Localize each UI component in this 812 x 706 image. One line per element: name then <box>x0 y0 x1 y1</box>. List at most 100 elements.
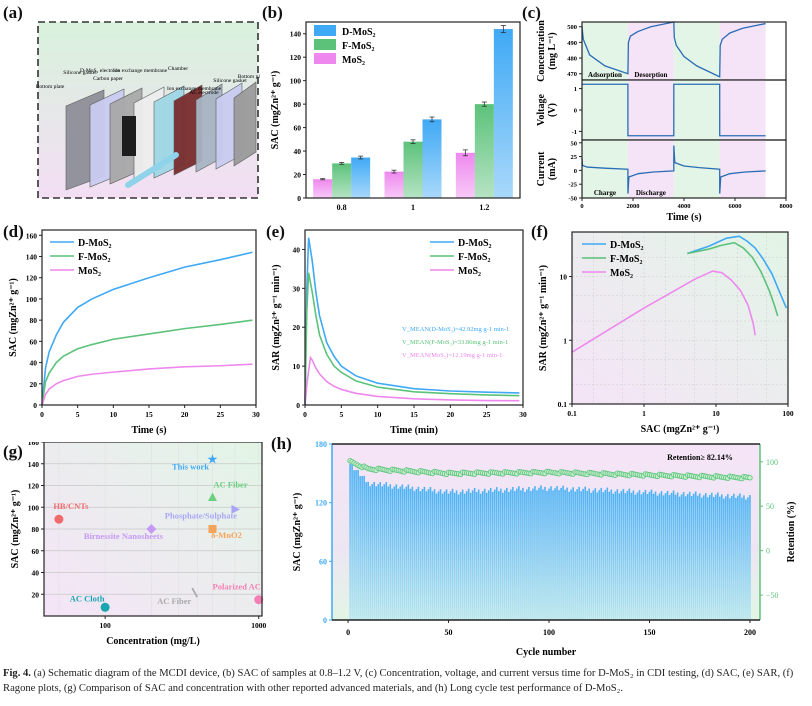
cycle-bar <box>737 495 739 620</box>
point-label: AC Fiber <box>157 596 191 606</box>
cycle-bar <box>723 498 725 620</box>
y2-axis-label: Retention (%) <box>786 502 797 563</box>
cycle-bar <box>381 486 384 620</box>
cycle-bar <box>485 492 488 620</box>
plot-frame <box>41 229 257 406</box>
cycle-bar <box>640 494 643 620</box>
y-tick-label: 20 <box>294 171 302 180</box>
y-tick-label: 160 <box>26 231 38 240</box>
cycle-bar <box>612 493 615 620</box>
legend-label-D-MoS2: D-MoS₂ <box>610 240 644 251</box>
cycle-bar <box>397 488 400 620</box>
cycle-bar <box>590 492 593 620</box>
cycle-bar <box>443 491 446 620</box>
component-label: D-MoS₂ electrode <box>80 68 121 74</box>
cycle-bar <box>536 490 538 620</box>
y-axis-label: SAC (mgZn²⁺ g⁻¹) <box>8 278 19 357</box>
panel-label-g: (g) <box>3 442 23 461</box>
cycle-bar <box>596 492 599 620</box>
cycle-bar <box>600 487 603 620</box>
y-tick-label: 10 <box>560 273 568 282</box>
cycle-bar <box>550 486 552 620</box>
cycle-bar <box>349 464 351 620</box>
cycle-bar <box>516 488 518 620</box>
cycle-bar <box>588 488 591 620</box>
y-tick-label: 25 <box>571 154 578 161</box>
cycle-bar <box>457 494 460 620</box>
cycle-bar <box>532 488 534 620</box>
y-tick-label: -50 <box>568 196 577 203</box>
cycle-bar <box>453 492 456 620</box>
cycle-bar <box>429 486 432 620</box>
bar-F-MoS2-0.8 <box>332 163 352 198</box>
x-tick-label: 2000 <box>627 203 640 210</box>
cycle-bar <box>700 497 703 620</box>
bar-D-MoS2-0.8 <box>351 157 371 198</box>
cycle-bar <box>608 491 611 620</box>
x-tick-label: 50 <box>445 628 453 637</box>
cycle-bar <box>690 496 693 620</box>
cycle-bar <box>411 486 414 620</box>
cycle-bar <box>504 490 506 620</box>
bar-D-MoS2-1 <box>422 119 442 198</box>
cycle-bar <box>670 492 673 620</box>
panel-label-b: (b) <box>262 3 283 22</box>
phase-region <box>627 140 674 198</box>
y-tick-label: -1 <box>572 129 577 136</box>
cycle-bar <box>473 487 476 620</box>
cycle-bar <box>461 489 464 620</box>
cycle-bar <box>614 491 617 620</box>
cycle-bar <box>508 491 510 620</box>
y-tick-label: 40 <box>294 147 302 156</box>
cycle-bar <box>423 486 426 620</box>
x-tick-label: 200 <box>744 628 756 637</box>
y-tick-label: 0 <box>297 194 301 203</box>
cycle-bar <box>435 493 438 620</box>
plate-8 <box>233 81 257 167</box>
chart-b-sac-bars: 0.8 1 1.2 0 20 40 60 80 100 120 140 D-MoS₂ F-MoS₂ MoS… <box>270 21 521 212</box>
y-tick-label: 1 <box>574 86 577 93</box>
cycle-bar <box>399 486 402 620</box>
x-tick-label: 30 <box>252 410 260 419</box>
x-tick-label: 30 <box>519 410 527 419</box>
cycle-bar <box>562 485 564 620</box>
figure-caption: Fig. 4. (a) Schematic diagram of the MCD… <box>3 666 809 696</box>
cycle-bar <box>419 491 422 620</box>
cycle-bar <box>560 487 562 620</box>
phase-region <box>582 22 628 80</box>
chart-f-ragone: 0.1 1 10 100 0.1 1 10 D-MoS₂ F-MoS₂ MoS₂ SAC (mgZn… <box>538 231 794 435</box>
cycle-bar <box>749 495 751 620</box>
legend-label-D-MoS2: D-MoS₂ <box>342 27 376 38</box>
cycle-bar <box>576 489 578 620</box>
cycle-bar <box>538 487 540 620</box>
y-tick-label: 40 <box>293 245 301 254</box>
retention-point <box>747 475 753 481</box>
series-line-F-MoS2 <box>687 241 779 317</box>
x-axis-label: Cycle number <box>516 647 577 658</box>
cycle-bar <box>387 486 390 620</box>
cycle-bar <box>417 486 420 620</box>
cycle-bar <box>626 490 629 620</box>
series-line-D-MoS2 <box>687 235 788 309</box>
cycle-bar <box>606 487 609 620</box>
series-line-MoS2 <box>304 355 520 406</box>
cycle-bar <box>465 491 468 620</box>
y-tick-label: 60 <box>30 337 38 346</box>
chart-g-comparison: ★This work AC Fiber HB/CNTs Phosphate/Sulph… <box>10 442 266 647</box>
cycle-bar <box>735 497 737 620</box>
series-line-0 <box>581 21 766 78</box>
cycle-bar <box>441 493 444 620</box>
region-label: Adsorption <box>588 71 622 79</box>
annotation-vmean: V_MEAN(MoS₂)=12.19mg g-1 min-1 <box>402 352 502 359</box>
component-label: Silicone gasket <box>63 70 97 76</box>
series-line-1 <box>582 83 766 137</box>
cycle-bar <box>409 488 412 620</box>
cycle-bar <box>463 493 466 620</box>
cycle-bar <box>377 484 380 620</box>
cycle-bar <box>379 482 382 620</box>
cycle-bar <box>676 492 679 620</box>
y-tick-label: 140 <box>26 253 38 262</box>
cycle-bar <box>445 489 448 620</box>
cycle-bar <box>493 489 496 620</box>
y-tick-label: 30 <box>293 284 301 293</box>
